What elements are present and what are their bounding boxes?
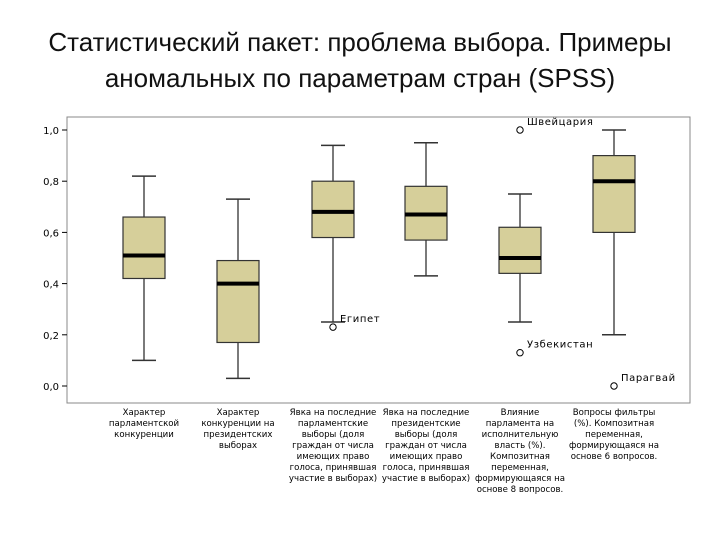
y-tick-label: 0,8 [43,177,59,188]
box [122,216,166,280]
x-category-label: Характер конкуренции на президентских вы… [201,408,275,451]
y-tick-label: 0,2 [43,331,59,342]
x-category-label: Явка на последние парламентские выборы (… [288,408,378,484]
slide-title-line-1: Статистический пакет: проблема выбора. П… [48,27,672,57]
slide-title-line-2: аномальных по параметрам стран (SPSS) [104,63,616,93]
outlier-label: Швейцария [527,117,593,128]
outlier-point [516,126,524,134]
box [592,155,636,234]
outlier-point [516,349,524,357]
x-category-label: Вопросы фильтры (%). Композитная перемен… [569,408,659,462]
slide-title: Статистический пакет: проблема выбора. П… [0,24,720,96]
box [311,180,355,239]
plot-frame [66,116,691,404]
x-category-label: Характер парламентской конкуренции [108,408,180,440]
box [498,226,542,274]
outlier-label: Парагвай [621,373,676,384]
x-category-label: Влияние парламента на исполнительную вла… [475,408,565,495]
box [216,259,260,344]
y-tick-label: 0,4 [43,280,59,291]
x-category-label: Явка на последние президентские выборы (… [381,408,471,484]
outlier-point [329,323,337,331]
outlier-point [610,382,618,390]
y-tick-label: 1,0 [43,126,59,137]
y-tick-label: 0,6 [43,228,59,239]
outlier-label: Египет [340,314,380,325]
outlier-label: Узбекистан [527,340,593,351]
y-tick-label: 0,0 [43,382,59,393]
